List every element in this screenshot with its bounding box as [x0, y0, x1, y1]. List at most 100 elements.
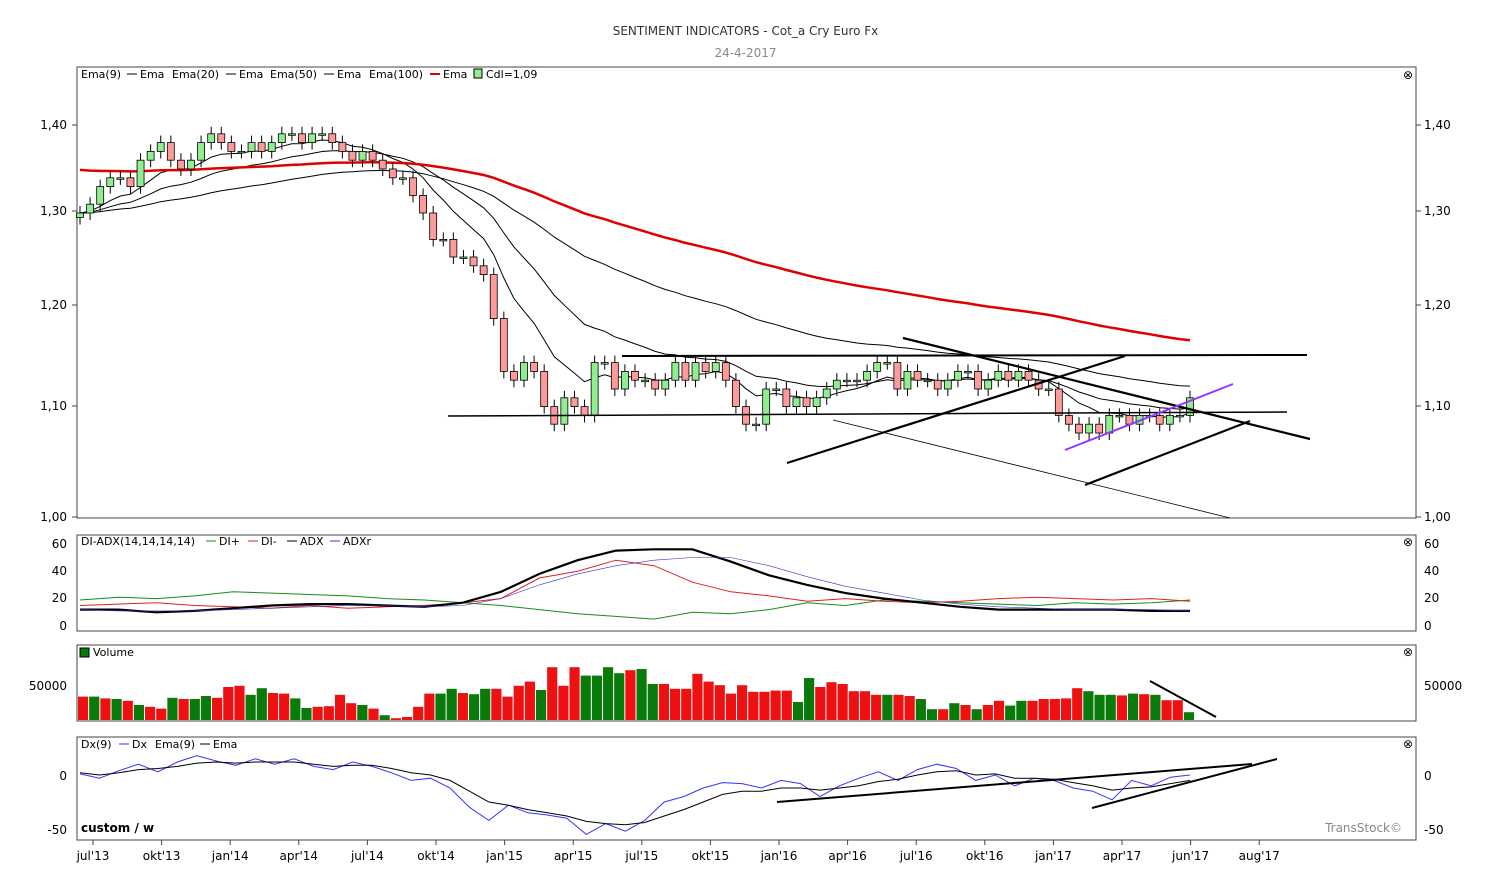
price-tick-r-1-00: 1,00 [1424, 510, 1451, 524]
volume-bar [1127, 693, 1139, 720]
dx-trendline [1091, 758, 1278, 809]
series-adxr [79, 557, 1191, 612]
candle-body [732, 379, 740, 408]
volume-bar [949, 703, 960, 720]
volume-bar [837, 684, 848, 720]
candle-body [1024, 370, 1033, 381]
x-tick-label: jul'14 [350, 849, 384, 863]
volume-bar [692, 673, 703, 720]
candle-body [277, 133, 286, 144]
price-tick-1-10: 1,10 [40, 399, 67, 413]
volume-bar [703, 681, 714, 720]
close-price-panel-icon[interactable]: ⊗ [1403, 68, 1413, 82]
volume-bar [111, 699, 122, 720]
candle-body [288, 133, 296, 136]
candle-body [177, 159, 185, 170]
close-di-adx-panel-icon[interactable]: ⊗ [1403, 535, 1413, 549]
candle-body [560, 397, 569, 425]
candle-body [691, 362, 700, 381]
x-tick-label: aug'17 [1239, 849, 1280, 863]
candle-body [772, 388, 781, 391]
price-panel [76, 66, 1417, 519]
candle-body [1095, 423, 1104, 434]
close-volume-panel-icon[interactable]: ⊗ [1403, 645, 1413, 659]
volume-bar [1172, 700, 1183, 720]
price-series [76, 126, 1311, 519]
dx-tick-50-l: -50 [47, 823, 67, 837]
volume-bar [1005, 705, 1016, 720]
volume-bar [1094, 694, 1105, 720]
volume-bar [625, 670, 636, 720]
volume-bar [591, 675, 602, 720]
candle-body [651, 379, 660, 390]
x-tick-label: okt'15 [692, 849, 730, 863]
x-tick-label: jun'17 [1171, 849, 1209, 863]
legend-ema9-line: Ema [140, 68, 164, 81]
candle-body [237, 150, 246, 154]
volume-bar [189, 699, 200, 720]
volume-bar [346, 703, 357, 720]
candle-body [1065, 414, 1073, 425]
candle-body [207, 133, 216, 144]
candle-body [489, 274, 498, 320]
x-tick-label: jul'16 [899, 849, 933, 863]
candle-body [378, 159, 387, 170]
legend-dx-ema: Ema [213, 738, 237, 751]
volume-bar [580, 675, 591, 720]
volume-bar [893, 694, 904, 720]
x-tick-label: jul'15 [624, 849, 658, 863]
candle-body [1054, 388, 1063, 416]
price-tick-1-00: 1,00 [40, 510, 67, 524]
dx-legend: Dx(9) Dx Ema(9) Ema [81, 738, 237, 751]
volume-bar [614, 673, 625, 720]
candle-body [893, 362, 902, 390]
candle-body [600, 362, 609, 365]
di-adx-legend: DI-ADX(14,14,14,14) DI+ DI- ADX ADXr [81, 535, 372, 548]
trendline [621, 354, 1308, 357]
volume-bar [1139, 694, 1150, 720]
volume-bar [245, 694, 256, 720]
close-dx-panel-icon[interactable]: ⊗ [1403, 737, 1413, 751]
volume-bar [368, 708, 379, 720]
volume-bar [960, 705, 971, 720]
candle-body [116, 177, 125, 180]
x-tick-label: apr'16 [828, 849, 866, 863]
volume-legend: Volume [79, 646, 134, 659]
volume-bar [379, 715, 390, 720]
adx-tick-40-l: 40 [52, 564, 67, 578]
adx-tick-0-r: 0 [1424, 619, 1432, 633]
candle-body [388, 168, 397, 179]
candle-body [580, 406, 589, 416]
series-adx [80, 548, 1190, 614]
price-tick-r-1-40: 1,40 [1424, 118, 1451, 132]
chart-title: SENTIMENT INDICATORS - Cot_a Cry Euro Fx [612, 24, 879, 38]
candle-body [510, 370, 518, 381]
volume-bar [770, 690, 781, 720]
volume-y-axis: 50000 50000 [29, 679, 1462, 693]
volume-bar [1049, 699, 1060, 720]
candle-body [641, 379, 649, 383]
price-y-axis-right: 1,40 1,30 1,20 1,10 1,00 [1424, 118, 1451, 524]
volume-bar [334, 694, 346, 720]
vol-tick-50000-r: 50000 [1424, 679, 1462, 693]
volume-bar [178, 699, 189, 720]
legend-dx: Dx [132, 738, 147, 751]
candle-body [1115, 414, 1124, 418]
candle-body [762, 388, 771, 425]
legend-di-plus: DI+ [219, 535, 240, 548]
volume-bar [267, 693, 279, 720]
x-tick-label: jan'14 [211, 849, 249, 863]
candle-body [1004, 370, 1013, 381]
candle-body [610, 362, 619, 390]
candle-body [822, 388, 831, 399]
candle-body [721, 362, 730, 381]
volume-bar [636, 669, 647, 720]
candle-body [449, 238, 458, 258]
candle-body [540, 370, 549, 407]
legend-ema20-line: Ema [239, 68, 263, 81]
legend-di-adx: DI-ADX(14,14,14,14) [81, 535, 195, 548]
x-tick-label: okt'16 [966, 849, 1004, 863]
candle-body [368, 150, 377, 161]
candle-body [1085, 423, 1093, 434]
